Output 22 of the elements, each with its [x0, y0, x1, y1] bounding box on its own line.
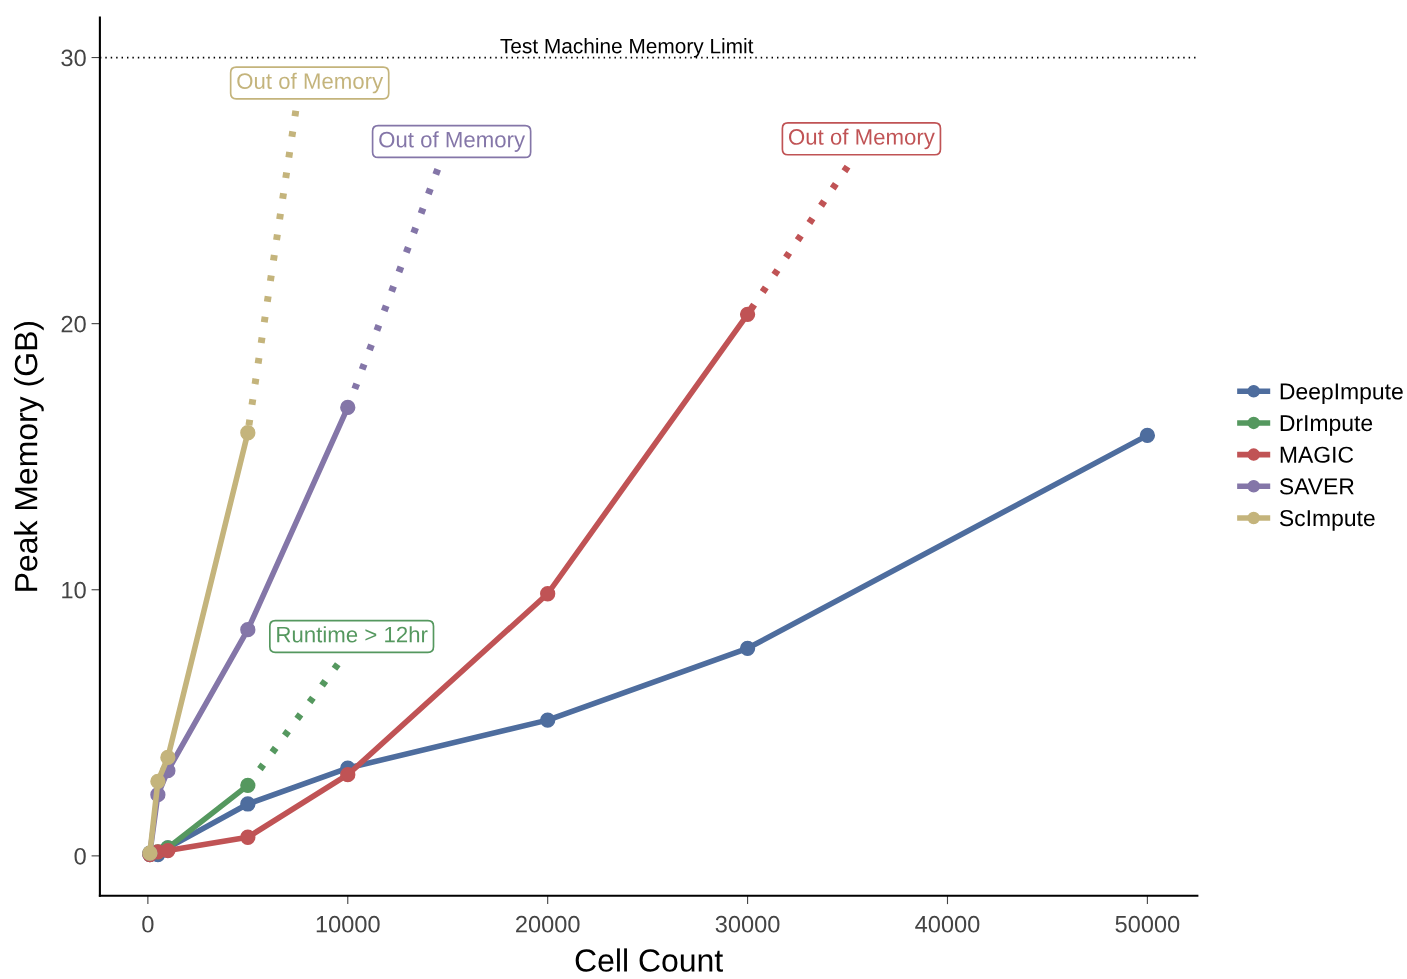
annotation: Out of Memory: [379, 131, 526, 152]
x-tick-label: 0: [142, 915, 154, 933]
legend-label: MAGIC: [1280, 446, 1354, 463]
legend-label: DeepImpute: [1280, 383, 1403, 405]
annotation: Out of Memory: [789, 128, 935, 150]
legend-label: ScImpute: [1279, 509, 1375, 531]
y-tick-label: 30: [61, 49, 86, 67]
x-tick-label: 20000: [516, 915, 580, 933]
annotation: Out of Memory: [237, 72, 384, 94]
x-tick-label: 40000: [915, 915, 980, 933]
y-axis-title: Peak Memory (GB): [14, 322, 44, 591]
x-tick-label: 50000: [1115, 915, 1180, 933]
annotation: Runtime > 12hr: [277, 626, 428, 643]
x-axis-title: Cell Count: [575, 948, 723, 972]
y-tick-label: 0: [74, 847, 86, 865]
x-tick-label: 30000: [715, 915, 780, 933]
ref-line-label: Test Machine Memory Limit: [500, 38, 754, 58]
y-tick-label: 20: [61, 315, 86, 333]
x-tick-label: 10000: [316, 915, 380, 933]
y-tick-label: 10: [62, 581, 86, 599]
legend-label: DrImpute: [1280, 415, 1373, 436]
legend-label: SAVER: [1279, 478, 1354, 495]
